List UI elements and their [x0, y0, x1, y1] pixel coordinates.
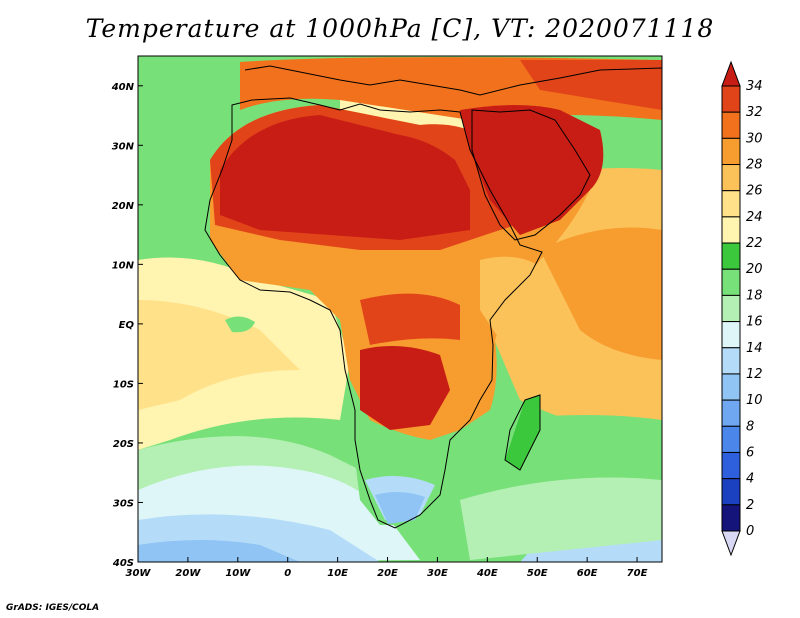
colorbar-label: 10: [746, 393, 763, 408]
field-se-light: [460, 477, 662, 560]
field-central-red-orange: [360, 293, 460, 345]
colorbar-label: 16: [746, 315, 763, 330]
colorbar-bin: [721, 504, 741, 532]
colorbar-label: 0: [746, 524, 754, 539]
colorbar-label: 4: [746, 472, 754, 487]
colorbar-bin: [721, 111, 741, 139]
colorbar-label: 12: [746, 367, 763, 382]
africa-coast: [204, 97, 543, 529]
lon-tick-label: 50E: [527, 568, 548, 579]
colorbar-label: 24: [746, 210, 763, 225]
lon-tick-label: 70E: [627, 568, 648, 579]
colorbar-bin: [721, 373, 741, 401]
colorbar-bottom-triangle: [721, 530, 741, 557]
plot-frame: [137, 55, 663, 563]
colorbar-bin: [721, 451, 741, 480]
europe-coast: [244, 65, 662, 96]
field-sahara: [220, 115, 470, 240]
lon-ticks: 30W 20W 10W 0 10E 20E 30E 40E 50E 60E 70E: [126, 557, 648, 579]
field-south-africa-blue: [375, 491, 425, 524]
colorbar-bin: [721, 425, 741, 453]
field-north-red: [520, 60, 662, 110]
colorbar-label: 34: [746, 79, 763, 94]
field-atlantic-green-patch: [225, 316, 255, 333]
colorbar-label: 8: [746, 419, 754, 434]
lat-tick-label: 20S: [113, 439, 134, 450]
colorbar-top-triangle: [721, 60, 741, 87]
colorbar-label: 18: [746, 288, 763, 303]
map-title: Temperature at 1000hPa [C], VT: 20200711…: [85, 14, 715, 43]
lat-tick-label: 20N: [112, 201, 135, 212]
madagascar-coast: [504, 394, 541, 471]
lon-tick-label: 20E: [377, 568, 398, 579]
colorbar-label: 20: [746, 262, 763, 277]
colorbar-label: 6: [746, 445, 754, 460]
colorbar-bin: [721, 216, 741, 244]
lat-tick-label: 40N: [111, 82, 135, 93]
field-indian-orange: [540, 227, 662, 360]
lon-tick-label: 30E: [427, 568, 448, 579]
coastlines: [204, 65, 662, 529]
colorbar-label: 26: [746, 184, 763, 199]
colorbar-bin: [721, 137, 741, 166]
colorbar-bin: [721, 242, 741, 270]
lat-ticks: 40N 30N 20N 10N EQ 10S 20S 30S 40S: [111, 82, 143, 569]
lon-tick-label: 10E: [327, 568, 348, 579]
field-central-africa-red: [360, 346, 450, 430]
lat-tick-label: EQ: [119, 320, 135, 331]
colorbar-label: 22: [746, 236, 763, 251]
arabia-coast: [471, 109, 591, 241]
field-africa-yellow-east: [480, 256, 545, 340]
lon-tick-label: 40E: [476, 568, 498, 579]
lon-tick-label: 0: [284, 568, 291, 579]
colorbar-label: 30: [746, 131, 763, 146]
colorbar-bin: [721, 268, 741, 296]
lon-tick-label: 60E: [577, 568, 598, 579]
lon-tick-label: 10W: [225, 568, 251, 579]
colorbar-label: 28: [746, 158, 763, 173]
colorbar-bin: [721, 294, 741, 323]
lon-tick-label: 20W: [175, 568, 201, 579]
lat-tick-label: 30S: [113, 498, 134, 509]
lat-tick-label: 10N: [112, 260, 135, 271]
colorbar-label: 32: [746, 105, 763, 120]
lat-tick-label: 30N: [112, 141, 135, 152]
lat-tick-label: 10S: [113, 379, 134, 390]
lat-tick-label: 40S: [112, 558, 134, 569]
colorbar-bin: [721, 478, 741, 506]
lon-tick-label: 30W: [126, 568, 152, 579]
colorbar-label: 2: [746, 498, 754, 513]
colorbar-bin: [721, 321, 741, 349]
colorbar-bin: [721, 399, 741, 427]
field-madagascar: [505, 395, 540, 470]
field-arabia: [460, 105, 604, 235]
colorbar-bin: [721, 190, 741, 218]
colorbar-bin: [721, 347, 741, 375]
colorbar-label: 14: [746, 341, 763, 356]
field-south-ocean-blue: [138, 540, 300, 562]
field-atlantic-cream: [138, 300, 300, 410]
credit-text: GrADS: IGES/COLA: [6, 603, 100, 613]
colorbar-bin: [721, 85, 741, 113]
temperature-field: [138, 56, 662, 562]
colorbar-bin: [721, 164, 741, 192]
